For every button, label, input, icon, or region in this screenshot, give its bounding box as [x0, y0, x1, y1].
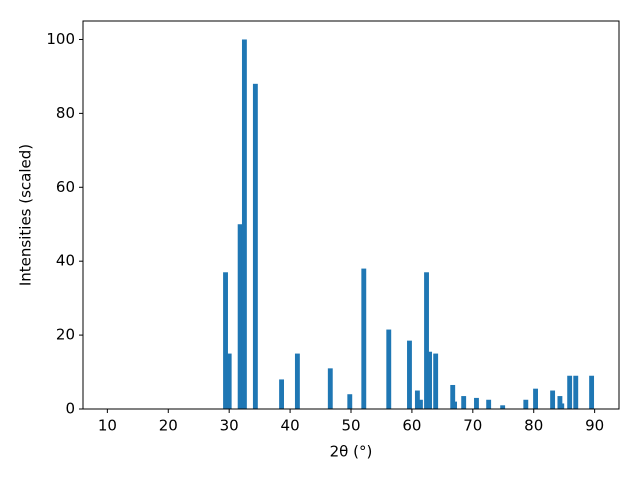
y-tick-label: 80: [56, 104, 75, 122]
bar: [533, 388, 538, 409]
bar: [294, 353, 300, 409]
bar: [347, 394, 353, 409]
bar: [500, 405, 506, 409]
x-axis-label: 2θ (°): [330, 443, 373, 461]
x-tick-label: 20: [159, 417, 178, 435]
bar: [279, 379, 284, 409]
x-tick-label: 90: [585, 417, 604, 435]
bar: [461, 396, 467, 409]
bar: [361, 268, 367, 409]
bar: [452, 401, 457, 409]
bar: [424, 272, 429, 409]
bar: [559, 403, 565, 409]
y-tick-label: 20: [56, 326, 75, 344]
y-tick-label: 40: [56, 252, 75, 270]
y-tick-label: 100: [46, 30, 75, 48]
bar: [567, 375, 573, 409]
bar: [407, 340, 412, 409]
bar: [418, 399, 423, 409]
bar: [486, 399, 492, 409]
bar: [557, 396, 563, 409]
bar: [252, 83, 258, 410]
y-tick-label: 60: [56, 178, 75, 196]
bar: [427, 351, 433, 409]
x-tick-label: 40: [281, 417, 300, 435]
x-tick-label: 50: [341, 417, 360, 435]
x-tick-label: 70: [463, 417, 482, 435]
bar: [237, 224, 243, 409]
y-axis-label: Intensities (scaled): [17, 144, 35, 286]
x-tick-label: 80: [524, 417, 543, 435]
bar: [523, 399, 529, 409]
x-tick-label: 10: [98, 417, 117, 435]
bar: [223, 272, 228, 409]
bar: [589, 375, 595, 409]
plot-frame: [82, 20, 620, 410]
bar: [241, 39, 247, 409]
bar: [386, 329, 392, 409]
bar: [450, 384, 456, 409]
bar: [414, 390, 420, 409]
bar: [550, 390, 556, 409]
bar: [433, 353, 439, 409]
bar: [573, 375, 579, 409]
x-tick-label: 60: [402, 417, 421, 435]
bar: [327, 368, 333, 409]
y-tick-label: 0: [65, 400, 75, 418]
bar: [226, 353, 232, 409]
x-tick-label: 30: [220, 417, 239, 435]
bar: [474, 397, 479, 409]
